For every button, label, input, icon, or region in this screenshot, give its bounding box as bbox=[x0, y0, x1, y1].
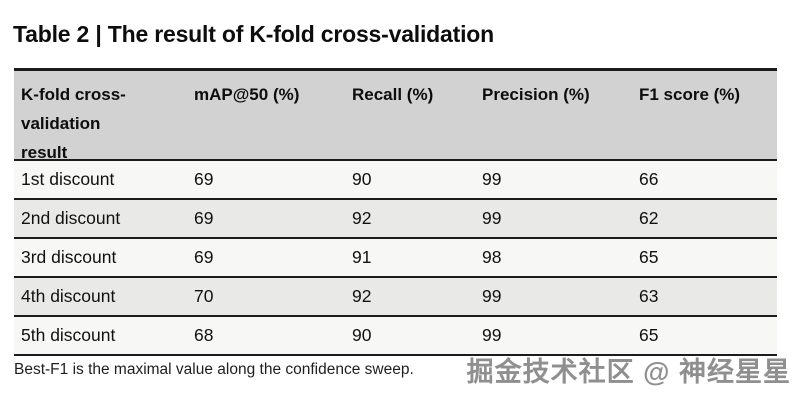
recall-value: 91 bbox=[352, 247, 372, 267]
map50-value: 69 bbox=[194, 247, 214, 267]
table-title: Table 2 | The result of K-fold cross-val… bbox=[13, 21, 494, 47]
table-header-row: K-fold cross-validation result mAP@50 (%… bbox=[14, 71, 777, 161]
kfold-results-table: K-fold cross-validation result mAP@50 (%… bbox=[14, 68, 777, 356]
column-header-kfold: K-fold cross-validation result bbox=[14, 71, 187, 159]
table-row-5th-discount: 5th discount 68 90 99 65 bbox=[14, 317, 777, 356]
column-header-f1: F1 score (%) bbox=[639, 85, 741, 104]
table-row-4th-discount: 4th discount 70 92 99 63 bbox=[14, 278, 777, 317]
f1-value: 66 bbox=[639, 169, 659, 189]
precision-value: 99 bbox=[482, 286, 502, 306]
column-header-map50: mAP@50 (%) bbox=[194, 85, 300, 104]
recall-value: 90 bbox=[352, 169, 372, 189]
table-footnote: Best-F1 is the maximal value along the c… bbox=[14, 361, 414, 378]
column-header-recall: Recall (%) bbox=[352, 85, 434, 104]
column-header-precision: Precision (%) bbox=[482, 85, 590, 104]
recall-value: 92 bbox=[352, 286, 372, 306]
f1-value: 65 bbox=[639, 325, 659, 345]
recall-value: 92 bbox=[352, 208, 372, 228]
row-label: 2nd discount bbox=[21, 208, 121, 228]
watermark-text: 掘金技术社区 @ 神经星星 bbox=[466, 357, 791, 387]
recall-value: 90 bbox=[352, 325, 372, 345]
row-label: 5th discount bbox=[21, 325, 116, 345]
precision-value: 98 bbox=[482, 247, 502, 267]
precision-value: 99 bbox=[482, 169, 502, 189]
column-header-kfold-label: K-fold cross-validation result bbox=[21, 85, 126, 159]
precision-value: 99 bbox=[482, 208, 502, 228]
map50-value: 69 bbox=[194, 208, 214, 228]
f1-value: 63 bbox=[639, 286, 659, 306]
map50-value: 68 bbox=[194, 325, 214, 345]
table-row-2nd-discount: 2nd discount 69 92 99 62 bbox=[14, 200, 777, 239]
row-label: 1st discount bbox=[21, 169, 115, 189]
f1-value: 62 bbox=[639, 208, 659, 228]
map50-value: 70 bbox=[194, 286, 214, 306]
row-label: 4th discount bbox=[21, 286, 116, 306]
precision-value: 99 bbox=[482, 325, 502, 345]
map50-value: 69 bbox=[194, 169, 214, 189]
f1-value: 65 bbox=[639, 247, 659, 267]
table-row-1st-discount: 1st discount 69 90 99 66 bbox=[14, 161, 777, 200]
row-label: 3rd discount bbox=[21, 247, 117, 267]
table-row-3rd-discount: 3rd discount 69 91 98 65 bbox=[14, 239, 777, 278]
